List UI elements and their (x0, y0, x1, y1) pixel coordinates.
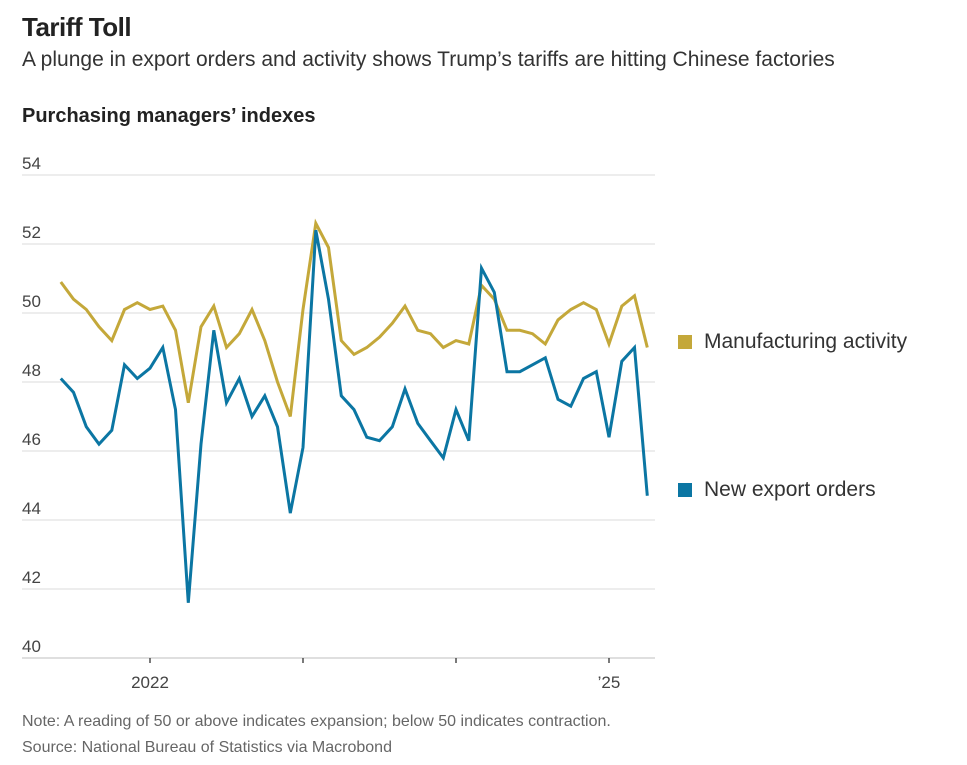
x-tick-label: ’25 (598, 673, 621, 692)
x-tick-label: 2022 (131, 673, 169, 692)
legend-swatch (678, 483, 692, 497)
y-tick-label: 44 (22, 499, 41, 518)
chart-headline: Tariff Toll (22, 12, 132, 42)
legend-label: Manufacturing activity (704, 330, 908, 353)
series-line-manufacturing-activity (59, 218, 649, 418)
y-tick-label: 52 (22, 223, 41, 242)
legend-label: New export orders (704, 478, 876, 501)
chart-title: Purchasing managers’ indexes (22, 105, 316, 127)
y-tick-label: 50 (22, 292, 41, 311)
y-tick-label: 42 (22, 568, 41, 587)
chart-note: Note: A reading of 50 or above indicates… (22, 713, 611, 730)
y-tick-label: 46 (22, 430, 41, 449)
y-tick-label: 48 (22, 361, 41, 380)
legend-export-orders: New export orders (678, 478, 876, 502)
series-line-new-export-orders (59, 229, 649, 603)
chart-subtitle: A plunge in export orders and activity s… (22, 48, 835, 71)
chart-source: Source: National Bureau of Statistics vi… (22, 739, 392, 756)
legend-manufacturing: Manufacturing activity (678, 330, 907, 354)
legend-swatch (678, 335, 692, 349)
y-tick-label: 54 (22, 154, 41, 173)
y-tick-label: 40 (22, 637, 41, 656)
